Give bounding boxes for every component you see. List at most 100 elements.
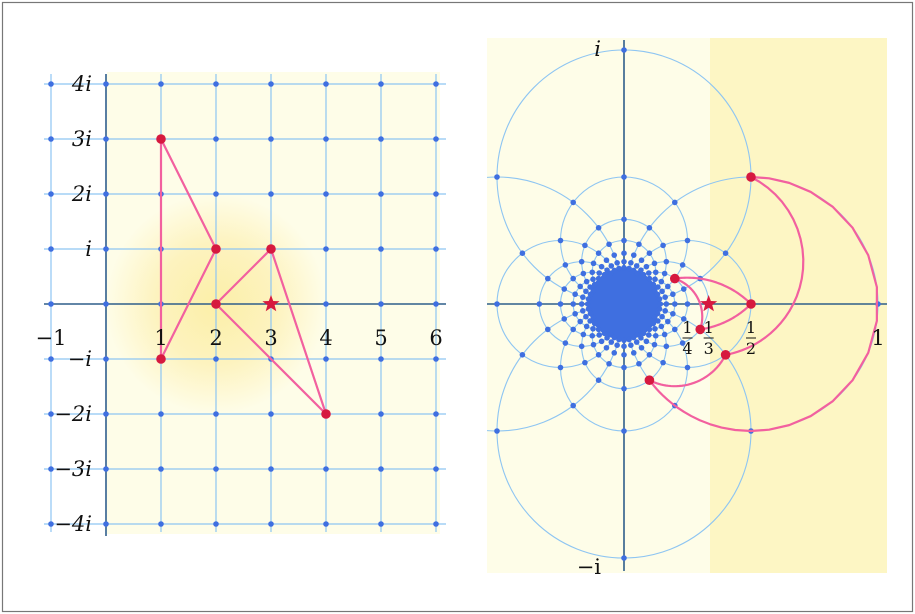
right-image-point [656,306,663,312]
left-grid-point [323,136,329,142]
left-grid-point [323,466,329,472]
right-image-point [616,336,622,343]
left-grid-point [268,136,274,142]
left-vertex [211,244,221,254]
right-image-point [650,320,657,327]
left-grid-point [213,136,219,142]
right-image-point [614,260,620,266]
right-image-point [589,332,596,339]
right-image-point [606,360,612,367]
right-image-point [611,350,618,356]
right-image-point [656,296,663,302]
right-image-point [638,344,645,351]
right-image-point [646,275,653,282]
left-grid-point [378,301,384,307]
right-image-point [621,364,627,371]
right-image-point [658,323,665,330]
right-image-point [616,265,622,272]
left-grid-point [378,246,384,252]
right-image-point [494,301,500,307]
right-image-point [590,314,597,320]
right-image-point [608,339,615,345]
right-image-point [562,340,569,346]
right-image-point [604,335,610,341]
right-image-point [595,250,602,256]
left-grid-point [103,356,109,362]
right-image-point [670,291,676,298]
right-image-point [570,402,576,409]
right-image-point [651,341,658,348]
fraction-numerator: 1 [682,318,692,337]
left-grid-point [48,246,54,252]
left-imag-tick-label: 4i [71,72,92,96]
left-grid-point [213,356,219,362]
right-image-point [621,258,627,265]
right-image-point [626,265,632,272]
left-grid-point [158,466,164,472]
left-vertex [156,134,166,144]
right-image-point [561,286,568,292]
right-image-point [587,291,594,298]
right-image-point [598,338,605,345]
left-grid-point [433,191,439,197]
right-image-point [646,250,653,256]
right-image-triangle-a [648,175,878,433]
left-grid-point [433,521,439,527]
right-image-point [662,308,668,314]
left-grid-point [433,246,439,252]
right-image-point [652,332,659,339]
right-image-point [621,343,627,350]
right-image-point [596,332,603,338]
right-image-point [684,364,691,371]
right-image-point [633,263,640,269]
right-image-point [545,326,551,333]
right-image-point [589,269,596,276]
right-image-point [577,283,584,290]
right-image-point [572,310,578,317]
right-image-point [652,269,659,276]
left-imag-tick-label: 2i [71,182,92,206]
left-grid-point [378,81,384,87]
left-real-tick-label: 1 [154,326,167,350]
left-grid-point [268,191,274,197]
left-vertex [156,354,166,364]
right-image-point [636,241,642,248]
right-image-point [634,331,640,338]
right-image-point [596,270,603,276]
right-image-point [621,174,627,180]
right-image-point [585,296,592,302]
right-image-point [580,308,586,314]
right-image-point [679,262,686,268]
right-image-point [577,318,584,325]
left-grid-point [268,81,274,87]
fraction-denominator: 3 [704,339,714,358]
right-image-point [595,225,602,231]
right-image-point [580,270,587,277]
left-grid-point [213,521,219,527]
right-image-point [638,267,644,273]
right-image-point [582,242,588,249]
right-image-point [595,275,602,282]
right-image-point [663,343,670,350]
right-image-point [570,199,576,206]
right-image-point [657,301,664,307]
left-real-tick-labels: −1 1 2 3 4 5 6 [36,326,443,350]
fraction-numerator: 1 [704,318,714,337]
right-image-point [601,271,608,278]
left-imag-tick-label: −3i [54,457,92,481]
left-grid-point [103,301,109,307]
right-image-point [621,237,627,244]
left-grid-point [103,521,109,527]
right-image-point [633,339,640,345]
right-image-points [494,47,881,561]
right-image-point [562,262,569,268]
right-image-point [570,301,576,307]
left-grid-point [268,411,274,417]
right-image-point [722,250,729,256]
right-point-cluster [588,268,660,340]
left-vertices [156,134,331,419]
left-real-tick-label: 5 [374,326,387,350]
left-real-tick-label: 3 [264,326,277,350]
left-grid-point [48,191,54,197]
